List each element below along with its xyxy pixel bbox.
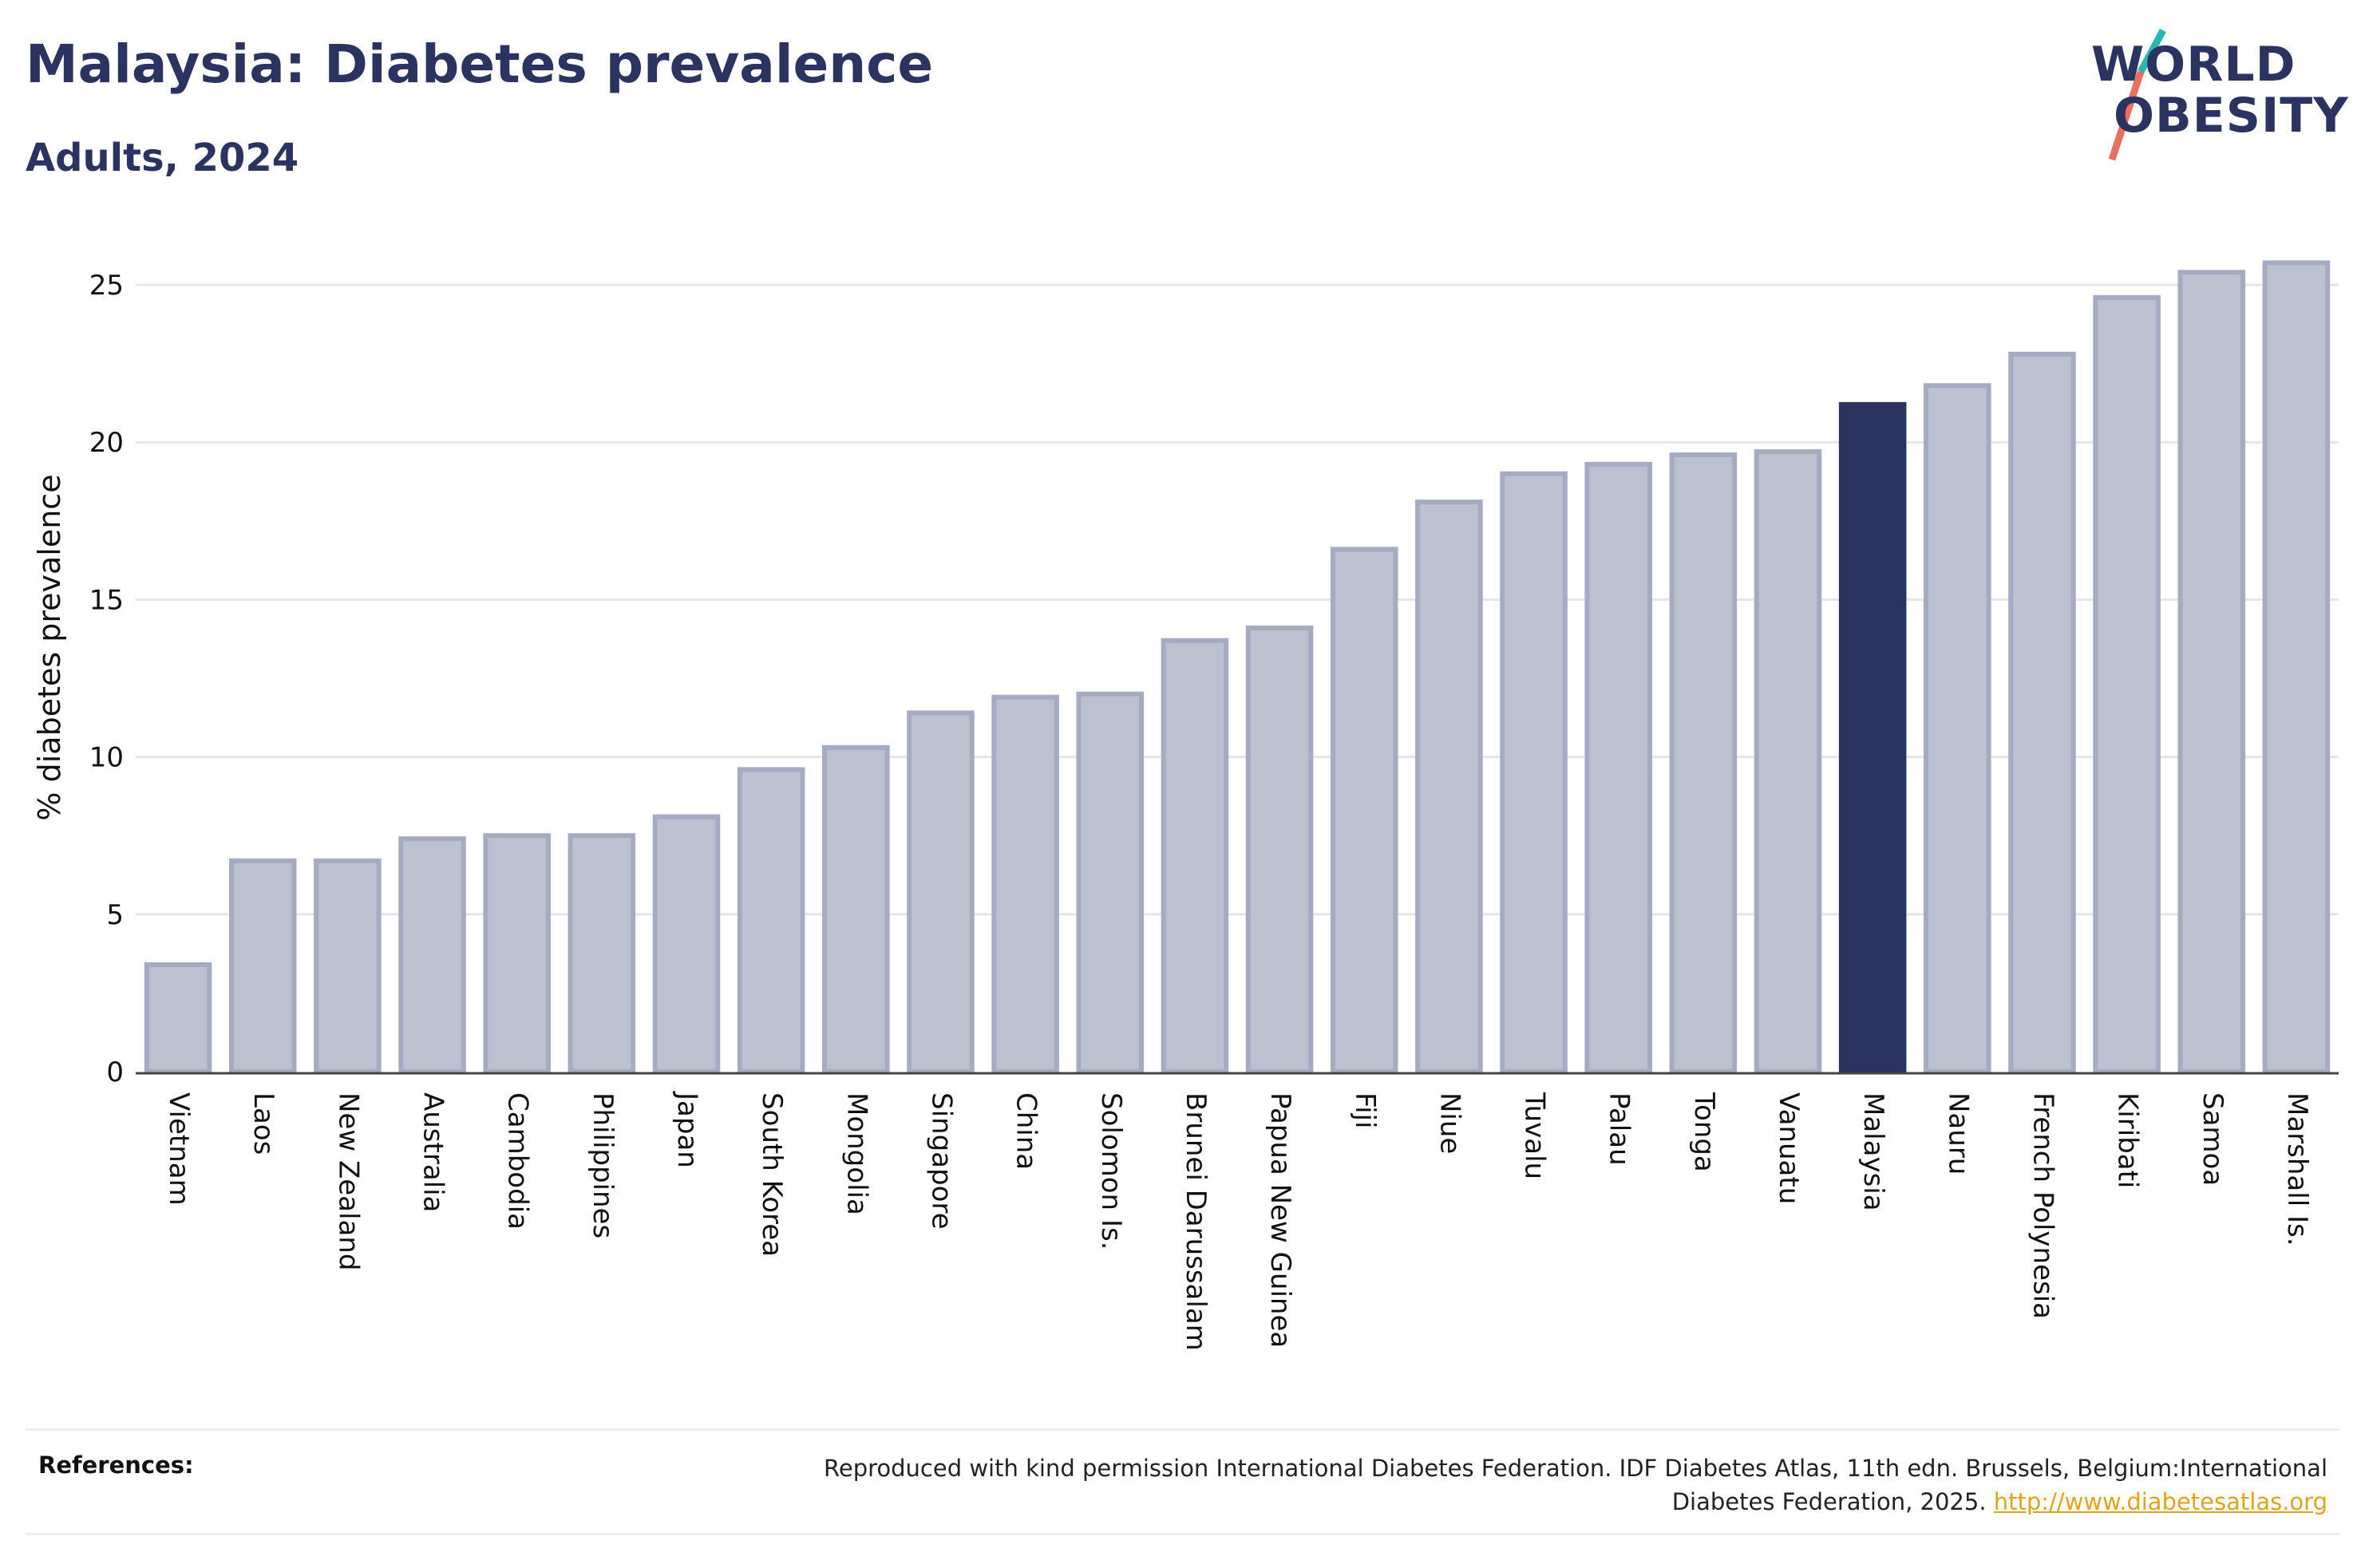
- world-obesity-logo: WORLD OBESITY: [2083, 22, 2349, 166]
- x-tick-labels: Vietnam Laos New Zealand Australia Cambodia P…: [163, 1091, 2313, 1351]
- bar-china: [991, 694, 1059, 1074]
- bar-japan: [652, 814, 721, 1074]
- bar-palau: [1584, 461, 1652, 1074]
- logo-text-obesity: OBESITY: [2114, 88, 2349, 144]
- bar-french-polynesia: [2008, 351, 2076, 1074]
- x-tick-label: Brunei Darussalam: [1180, 1092, 1212, 1351]
- x-tick-label: Nauru: [1942, 1092, 1974, 1175]
- logo-slash-icon: [2108, 28, 2166, 161]
- x-tick-label: Solomon Is.: [1095, 1092, 1127, 1250]
- bar-singapore: [907, 710, 975, 1074]
- bar-vanuatu: [1754, 449, 1822, 1074]
- x-tick-label: China: [1010, 1092, 1042, 1170]
- x-tick-label: Japan: [671, 1091, 703, 1168]
- x-tick-label: Philippines: [587, 1092, 619, 1238]
- bar-papua-new-guinea: [1245, 625, 1314, 1074]
- bar-brunei-darussalam: [1161, 638, 1229, 1074]
- bar-niue: [1415, 500, 1483, 1074]
- bar-laos: [228, 858, 297, 1074]
- x-tick-label: Laos: [247, 1092, 279, 1155]
- references-link[interactable]: http://www.diabetesatlas.org: [1993, 1488, 2327, 1515]
- x-tick-label: Singapore: [925, 1092, 957, 1230]
- bar-south-korea: [737, 767, 805, 1074]
- x-tick-label: Papua New Guinea: [1264, 1092, 1296, 1348]
- x-tick-label: Palau: [1604, 1092, 1635, 1166]
- bar-solomon-is-: [1076, 691, 1145, 1074]
- bar-philippines: [568, 833, 636, 1074]
- bar-nauru: [1924, 383, 1991, 1074]
- gridlines: [136, 283, 2339, 916]
- bar-kiribati: [2093, 294, 2161, 1074]
- bar-fiji: [1330, 547, 1398, 1074]
- page-subtitle: Adults, 2024: [26, 136, 299, 180]
- x-tick-label: Cambodia: [502, 1092, 534, 1230]
- bar-malaysia: [1838, 401, 1907, 1074]
- bar-tonga: [1669, 452, 1738, 1074]
- y-tick-label: 0: [106, 1057, 124, 1088]
- bar-tuvalu: [1500, 471, 1568, 1074]
- x-tick-label: South Korea: [756, 1092, 788, 1257]
- x-tick-label: Marshall Is.: [2281, 1092, 2313, 1246]
- bar-australia: [398, 836, 466, 1075]
- references-text: Reproduced with kind permission Internat…: [824, 1455, 2327, 1515]
- logo-text-world: WORLD: [2091, 37, 2296, 93]
- bar-samoa: [2177, 270, 2246, 1074]
- bar-mongolia: [822, 745, 890, 1074]
- x-tick-label: Tuvalu: [1519, 1092, 1551, 1179]
- x-tick-label: Vanuatu: [1773, 1092, 1805, 1204]
- y-axis-label: % diabetes prevalence: [32, 474, 67, 820]
- x-tick-label: Kiribati: [2112, 1092, 2144, 1188]
- bar-new-zealand: [314, 858, 382, 1074]
- bar-vietnam: [144, 962, 212, 1075]
- x-tick-label: Samoa: [2197, 1092, 2229, 1186]
- references-section: References: Reproduced with kind permiss…: [26, 1428, 2340, 1535]
- x-tick-label: Malaysia: [1857, 1092, 1889, 1211]
- bars: [144, 260, 2331, 1075]
- bar-marshall-is-: [2262, 260, 2331, 1074]
- y-tick-label: 25: [89, 270, 124, 302]
- x-tick-label: Fiji: [1349, 1092, 1381, 1128]
- x-tick-label: French Polynesia: [2027, 1092, 2058, 1319]
- page-title: Malaysia: Diabetes prevalence: [26, 34, 934, 95]
- x-tick-label: Niue: [1434, 1092, 1465, 1154]
- bar-chart: 0 5 10 15 20 25 Vietnam Laos New Zealand Austral…: [32, 260, 2339, 1351]
- y-tick-label: 10: [89, 742, 124, 774]
- y-tick-labels: 0 5 10 15 20 25: [89, 270, 124, 1088]
- y-tick-label: 20: [89, 427, 124, 459]
- references-label: References:: [38, 1451, 194, 1479]
- x-tick-label: Australia: [417, 1092, 449, 1212]
- y-tick-label: 5: [106, 899, 124, 931]
- x-tick-label: Vietnam: [163, 1092, 195, 1206]
- y-tick-label: 15: [89, 584, 124, 616]
- references-text-block: Reproduced with kind permission Internat…: [731, 1451, 2327, 1519]
- x-tick-label: New Zealand: [332, 1092, 364, 1270]
- x-tick-label: Mongolia: [840, 1092, 872, 1215]
- bar-cambodia: [483, 833, 551, 1074]
- x-tick-label: Tonga: [1688, 1092, 1720, 1172]
